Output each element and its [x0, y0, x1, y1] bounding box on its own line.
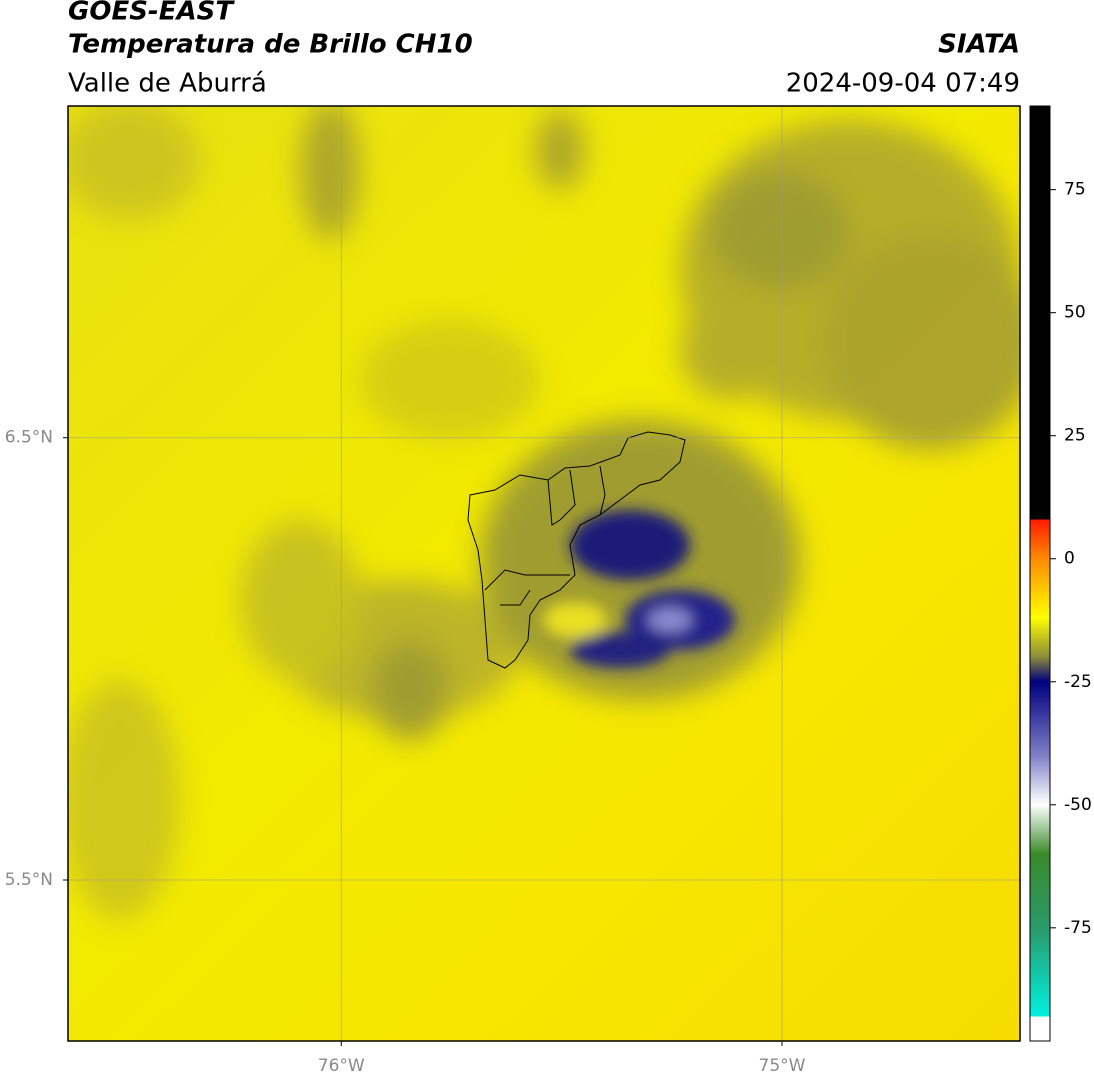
source: SIATA	[938, 30, 1020, 60]
graticule	[63, 106, 1020, 1046]
colorbar-tick-label: -25	[1064, 672, 1092, 692]
region: Valle de Aburrá	[68, 69, 267, 99]
colorbar-ticks: 75 50 25 0 -25 -50 -75	[1050, 180, 1092, 938]
lon-tick-label: 75°W	[759, 1056, 806, 1076]
lon-tick-label: 76°W	[318, 1056, 365, 1076]
colorbar-tick-label: 0	[1064, 549, 1075, 569]
colorbar-tick-label: 75	[1064, 180, 1086, 200]
title: GOES-EAST	[68, 0, 235, 27]
satellite-field	[68, 106, 1020, 1041]
lat-tick-label: 5.5°N	[5, 870, 53, 890]
lat-tick-label: 6.5°N	[5, 428, 53, 448]
colorbar-tick-label: -75	[1064, 918, 1092, 938]
colorbar-tick-label: 50	[1064, 303, 1086, 323]
municipal-boundaries	[467, 431, 686, 669]
colorbar	[1029, 105, 1051, 1042]
colorbar-tick-label: 25	[1064, 426, 1086, 446]
datetime: 2024-09-04 07:49	[786, 69, 1020, 99]
colorbar-tick-label: -50	[1064, 795, 1092, 815]
subtitle: Temperatura de Brillo CH10	[68, 30, 473, 60]
map-frame	[67, 105, 1021, 1042]
